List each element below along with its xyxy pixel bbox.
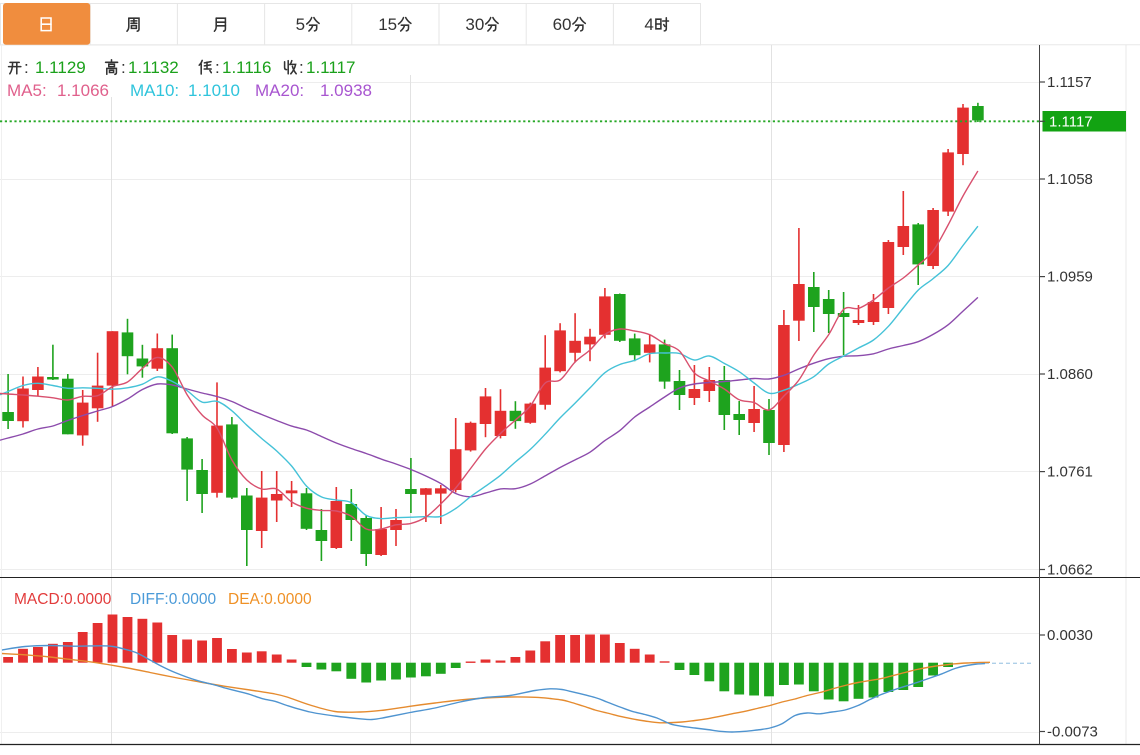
svg-text:-0.0073: -0.0073 (1047, 724, 1098, 741)
svg-text:1.0860: 1.0860 (1047, 366, 1093, 383)
svg-text:1.0959: 1.0959 (1047, 269, 1093, 286)
svg-text::: : (121, 58, 126, 77)
svg-text:1.1116: 1.1116 (222, 58, 271, 77)
svg-text:30: 30 (465, 15, 484, 34)
svg-text:1.1117: 1.1117 (306, 58, 355, 77)
svg-text:0.0030: 0.0030 (1047, 627, 1093, 644)
svg-text::: : (299, 58, 304, 77)
svg-text:1.1117: 1.1117 (1049, 114, 1093, 131)
svg-text:15: 15 (378, 15, 397, 34)
svg-text::: : (215, 58, 220, 77)
svg-text:DEA:0.0000: DEA:0.0000 (228, 591, 312, 608)
svg-text:1.1129: 1.1129 (35, 58, 86, 77)
svg-text:1.0662: 1.0662 (1047, 562, 1093, 579)
svg-text::: : (24, 58, 29, 77)
svg-text:1.1066: 1.1066 (57, 81, 109, 100)
svg-text:1.1157: 1.1157 (1047, 74, 1092, 91)
svg-text:DIFF:0.0000: DIFF:0.0000 (130, 591, 217, 608)
svg-text:1.1132: 1.1132 (128, 58, 179, 77)
svg-text:4: 4 (644, 15, 653, 34)
svg-text:60: 60 (553, 15, 572, 34)
svg-text:MA5:: MA5: (7, 81, 47, 100)
svg-text:1.0761: 1.0761 (1047, 464, 1093, 481)
svg-text:1.1010: 1.1010 (188, 81, 240, 100)
svg-text:MA20:: MA20: (255, 81, 304, 100)
svg-text:MACD:0.0000: MACD:0.0000 (14, 591, 112, 608)
svg-text:1.1058: 1.1058 (1047, 171, 1093, 188)
svg-text:MA10:: MA10: (130, 81, 179, 100)
svg-text:1.0938: 1.0938 (320, 81, 372, 100)
svg-text:5: 5 (296, 15, 305, 34)
